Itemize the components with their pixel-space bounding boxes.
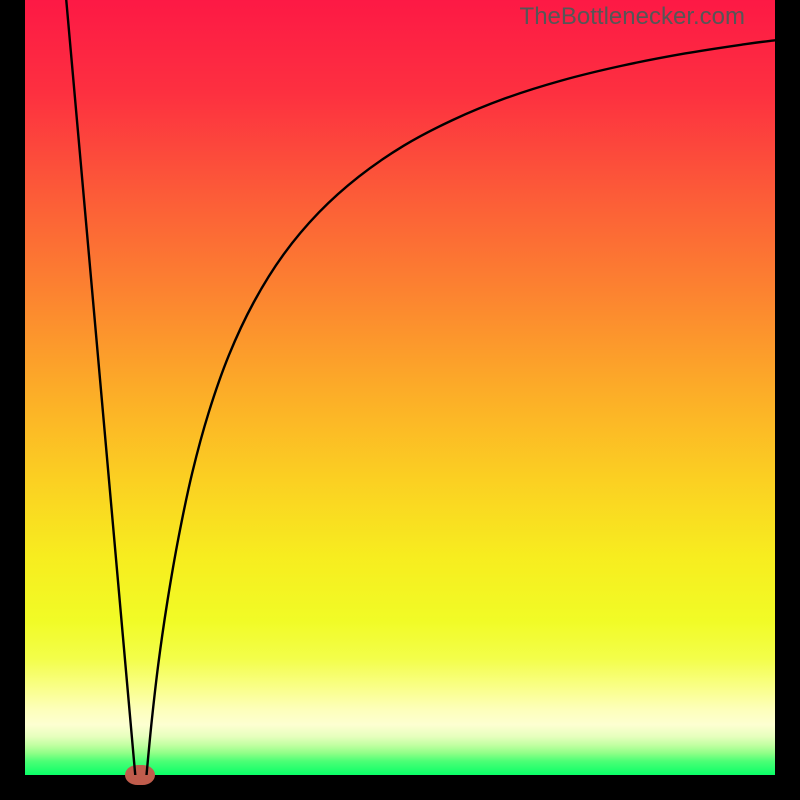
frame-bottom bbox=[0, 775, 800, 800]
plot-area: TheBottlenecker.com bbox=[25, 0, 775, 775]
curve-left bbox=[66, 0, 135, 775]
min-marker bbox=[125, 765, 155, 785]
watermark-text: TheBottlenecker.com bbox=[520, 3, 745, 31]
frame-left bbox=[0, 0, 25, 800]
curve-right bbox=[147, 40, 776, 775]
frame-right bbox=[775, 0, 800, 800]
curves-layer bbox=[25, 0, 775, 775]
